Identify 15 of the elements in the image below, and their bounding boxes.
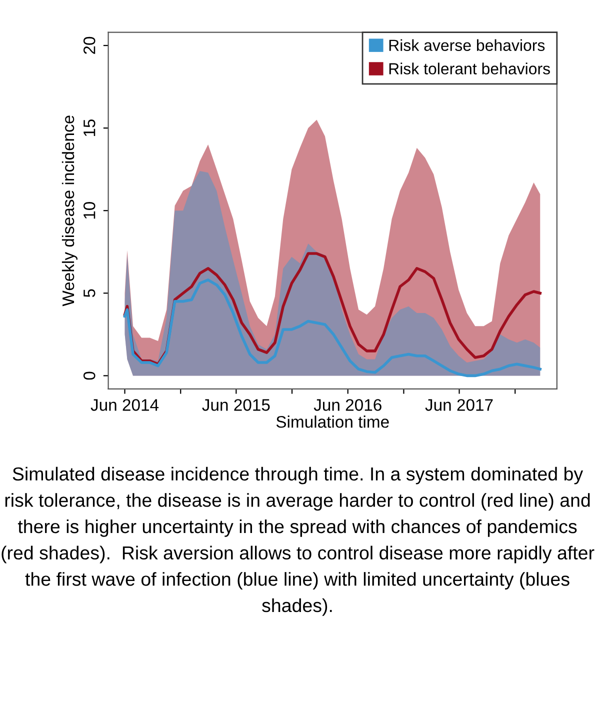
y-tick-label: 20 <box>83 36 96 54</box>
y-tick-label: 10 <box>83 202 96 219</box>
x-tick-label: Jun 2017 <box>425 399 493 411</box>
y-axis-title: Weekly disease incidence <box>62 116 78 306</box>
x-tick-label: Jun 2016 <box>314 399 382 411</box>
legend-label: Risk averse behaviors <box>389 39 545 51</box>
x-tick-label: Jun 2014 <box>90 399 159 411</box>
y-tick-label: 5 <box>84 289 96 298</box>
x-tick-label: Jun 2015 <box>202 399 270 411</box>
y-tick-label: 15 <box>84 119 96 136</box>
y-tick-label: 0 <box>83 372 96 380</box>
legend-label: Risk tolerant behaviors <box>389 62 550 74</box>
line-series <box>123 278 542 378</box>
x-axis-title: Simulation time <box>276 416 389 428</box>
text: Simulated disease incidence through time. In a system dominated by risk tolerance, the disease is in average harder to control (red line) and there is higher uncertainty in the spread with chances of pandemics (red shades). Risk aversion allows to control disease more rapidly after the first wave of infection (blue line) with limited uncertainty (blues shades). <box>2 466 594 616</box>
